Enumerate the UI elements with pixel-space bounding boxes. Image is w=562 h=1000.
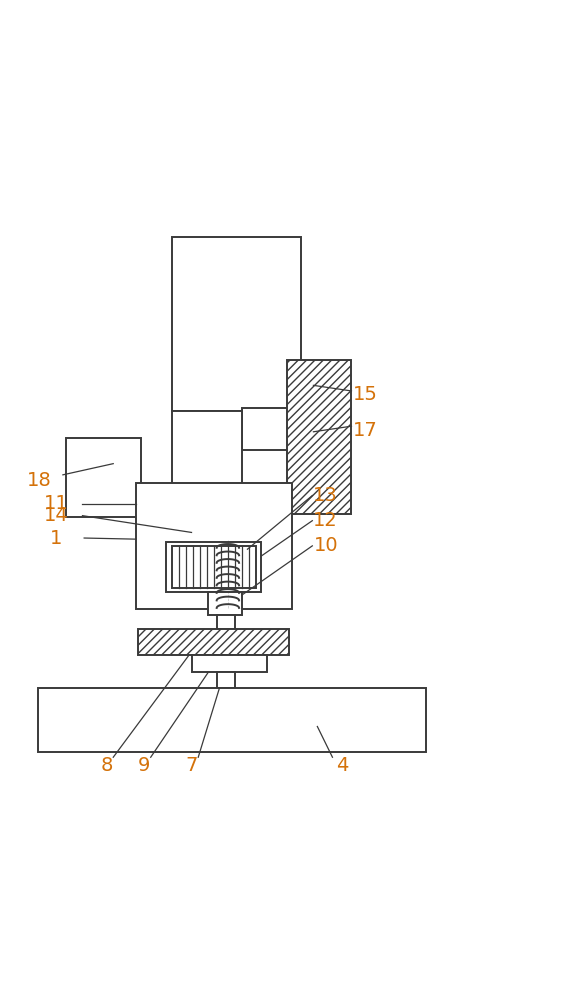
- Text: 4: 4: [336, 756, 348, 775]
- Bar: [66, 438, 141, 517]
- Text: 18: 18: [27, 471, 52, 490]
- Bar: [192, 655, 267, 672]
- Bar: [242, 408, 301, 450]
- Text: 9: 9: [138, 756, 150, 775]
- Text: 1: 1: [50, 529, 62, 548]
- Text: 12: 12: [314, 511, 338, 530]
- Bar: [38, 688, 427, 752]
- Text: 7: 7: [185, 756, 198, 775]
- Bar: [172, 237, 301, 411]
- Bar: [172, 536, 242, 562]
- Bar: [217, 615, 234, 629]
- Text: 13: 13: [314, 486, 338, 505]
- Bar: [209, 577, 247, 608]
- Bar: [138, 629, 289, 655]
- Text: 11: 11: [44, 494, 69, 513]
- Bar: [172, 546, 256, 588]
- Bar: [192, 562, 253, 577]
- Bar: [209, 592, 242, 615]
- Text: 10: 10: [314, 536, 338, 555]
- Text: 8: 8: [101, 756, 113, 775]
- Bar: [287, 360, 351, 514]
- Text: 17: 17: [352, 421, 377, 440]
- Text: 15: 15: [352, 385, 377, 404]
- Text: 14: 14: [44, 506, 69, 525]
- Bar: [166, 542, 261, 592]
- Bar: [217, 672, 234, 688]
- Bar: [135, 483, 292, 609]
- Bar: [172, 411, 242, 539]
